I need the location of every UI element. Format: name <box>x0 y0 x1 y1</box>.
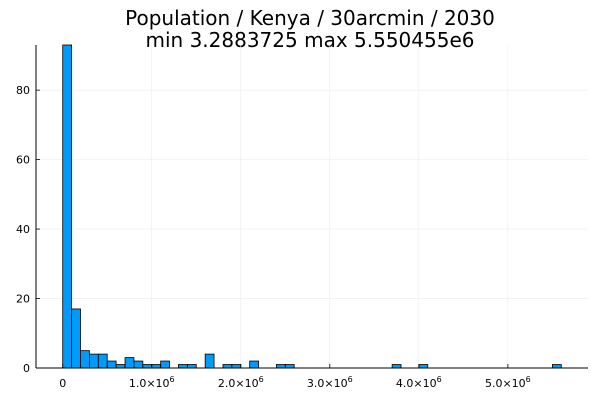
histogram-bar <box>97 353 108 369</box>
histogram-bar <box>133 360 144 369</box>
y-tick-label-1: 20 <box>16 293 30 306</box>
histogram-bar <box>204 353 215 369</box>
x-tick-label-0: 0 <box>59 377 66 390</box>
histogram-bar <box>89 353 99 369</box>
histogram-bar <box>178 364 188 369</box>
histogram-bar <box>391 364 402 369</box>
tick-labels: 0 1.0×106 2.0×106 3.0×106 4.0×106 5.0×106 0 20 4… <box>16 84 531 390</box>
y-tick-label-3: 60 <box>16 154 30 167</box>
histogram-bar <box>71 308 81 369</box>
x-tick-label-5: 5.0×106 <box>485 375 531 390</box>
histogram-bar <box>124 357 135 369</box>
chart-title-line-1: Population / Kenya / 30arcmin / 2030 <box>125 6 495 30</box>
histogram-bar <box>231 364 242 369</box>
y-tick-label-2: 40 <box>16 223 30 236</box>
histogram-bar <box>80 350 90 369</box>
x-tick-label-3: 3.0×106 <box>307 375 353 390</box>
axes <box>35 45 588 369</box>
x-tick-label-2: 2.0×106 <box>218 375 264 390</box>
chart-title-line-2: min 3.2883725 max 5.550455e6 <box>146 28 475 52</box>
histogram-bar <box>186 364 197 369</box>
x-tick-label-1: 1.0×106 <box>129 375 175 390</box>
y-tick-label-0: 0 <box>23 362 30 375</box>
histogram-bar <box>62 44 73 369</box>
bars-group <box>62 44 562 369</box>
histogram-bar <box>418 364 429 369</box>
histogram-bar <box>151 364 162 369</box>
x-tick-label-4: 4.0×106 <box>396 375 442 390</box>
grid-lines <box>36 45 588 369</box>
histogram-bar <box>142 364 153 369</box>
y-tick-label-4: 80 <box>16 84 30 97</box>
histogram-bar <box>275 364 286 369</box>
histogram-bar <box>106 360 117 369</box>
histogram-bar <box>160 360 170 369</box>
histogram-bar <box>222 364 233 369</box>
histogram-bar <box>284 364 295 369</box>
histogram-bar <box>115 364 126 369</box>
histogram-bar <box>249 360 259 369</box>
histogram-bar <box>551 364 562 369</box>
